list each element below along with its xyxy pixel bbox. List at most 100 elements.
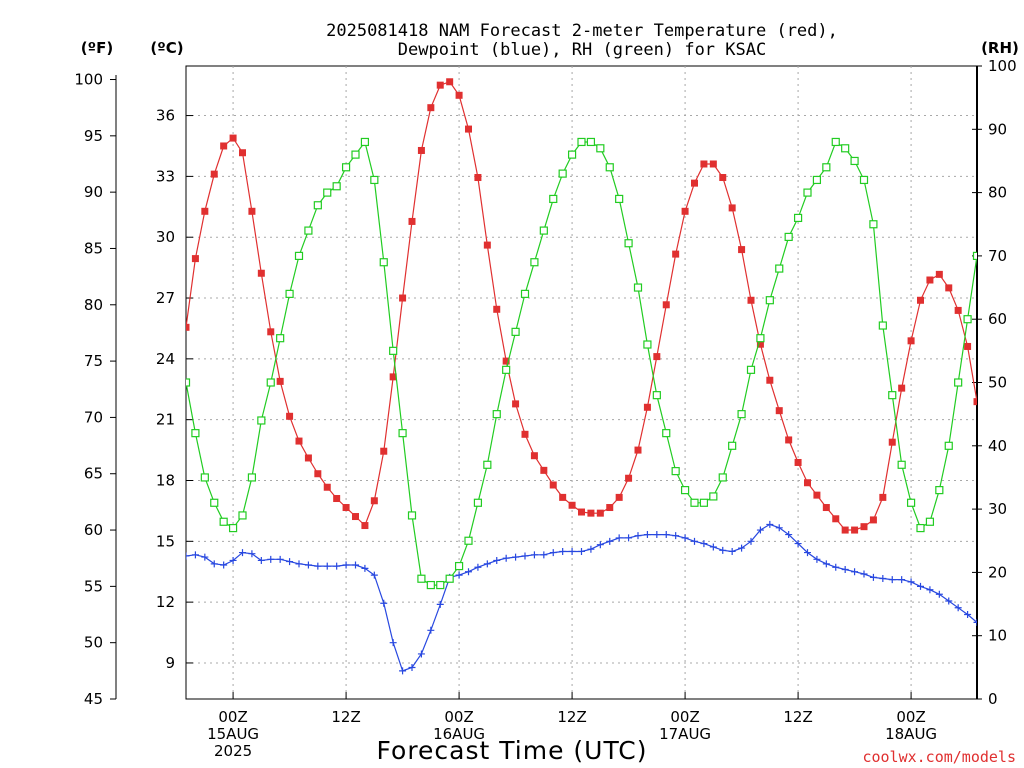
temperature-point	[691, 179, 698, 187]
rh-point	[633, 283, 643, 292]
x-tick-label: 15AUG	[207, 725, 259, 743]
rh-tick-label: 70	[988, 247, 1007, 265]
f-tick-label: 65	[84, 465, 103, 483]
c-tick-label: 33	[156, 167, 175, 185]
dewpoint-point	[954, 604, 962, 612]
temperature-point	[738, 246, 746, 254]
dewpoint-point	[738, 544, 746, 552]
temperature-point	[427, 104, 435, 112]
dewpoint-point	[276, 555, 284, 563]
f-tick-label: 85	[84, 239, 103, 257]
dewpoint-point	[709, 543, 717, 551]
rh-point	[492, 410, 501, 419]
temperature-point	[578, 508, 585, 516]
dewpoint-point	[822, 560, 830, 568]
rh-point	[671, 467, 680, 476]
temperature-point	[220, 142, 228, 150]
temperature-point	[295, 437, 303, 445]
dewpoint-point	[342, 561, 350, 569]
temperature-point	[229, 134, 237, 142]
rh-point	[247, 473, 257, 482]
rh-point	[841, 144, 850, 153]
rh-tick-label: 50	[988, 374, 1007, 392]
dewpoint-point	[408, 663, 416, 671]
x-tick-label: 12Z	[331, 708, 360, 726]
x-tick-label: 18AUG	[885, 725, 937, 743]
temperature-point	[408, 217, 416, 225]
rh-point	[210, 498, 219, 507]
temperature-point	[794, 458, 802, 466]
dewpoint-point	[1021, 643, 1024, 650]
x-tick-label: 00Z	[444, 708, 473, 726]
rh-tick-label: 60	[988, 310, 1007, 328]
dewpoint-point	[220, 561, 228, 569]
rh-point	[370, 175, 379, 185]
temperature-point	[191, 255, 199, 263]
temperature-point	[888, 438, 896, 446]
rh-point	[558, 169, 567, 178]
dewpoint-point	[700, 540, 708, 548]
dewpoint-point	[681, 534, 689, 542]
dewpoint-point	[483, 560, 491, 568]
temperature-point	[201, 207, 209, 215]
rh-point	[294, 251, 304, 260]
dewpoint-point	[851, 568, 859, 576]
temperature-point	[935, 270, 943, 278]
rh-point	[454, 561, 464, 571]
rh-point	[972, 251, 977, 260]
temperature-point	[512, 400, 520, 408]
rh-point	[473, 498, 483, 507]
rh-point	[888, 391, 897, 400]
rh-point	[944, 441, 953, 450]
c-tick-label: 12	[156, 593, 175, 611]
dewpoint-point	[1011, 655, 1018, 662]
temperature-point	[700, 160, 708, 168]
dewpoint-point	[502, 554, 510, 562]
rh-point	[530, 258, 539, 267]
dewpoint-point	[907, 578, 915, 586]
rh-point	[266, 378, 275, 387]
rh-tick-label: 0	[988, 690, 998, 708]
temperature-point	[210, 170, 218, 178]
dewpoint-point	[361, 564, 369, 572]
temperature-point	[257, 269, 265, 277]
dewpoint-point	[474, 563, 482, 571]
rh-point	[511, 327, 520, 336]
c-tick-label: 9	[165, 654, 175, 672]
temperature-point	[502, 357, 510, 365]
dewpoint-point	[286, 558, 294, 566]
temperature-point	[370, 497, 378, 505]
credit-text: coolwx.com/models	[862, 748, 1016, 766]
rh-point	[332, 182, 341, 191]
dewpoint-point	[841, 565, 849, 573]
rh-point	[389, 346, 398, 355]
temperature-point	[239, 149, 246, 157]
temperature-point	[559, 493, 567, 501]
temperature-point	[728, 204, 736, 212]
temperature-point	[681, 207, 689, 215]
temperature-point	[361, 522, 369, 530]
dewpoint-point	[653, 531, 661, 539]
rh-point	[897, 460, 906, 469]
dewpoint-point	[794, 540, 802, 548]
temperature-point	[860, 523, 868, 531]
rh-point	[718, 473, 727, 482]
x-tick-label: 17AUG	[659, 725, 711, 743]
rh-tick-label: 90	[988, 120, 1007, 138]
temperature-point	[1002, 530, 1009, 537]
rh-point	[812, 175, 822, 185]
temperature-point	[399, 294, 407, 302]
rh-tick-label: 20	[988, 563, 1007, 581]
rh-point	[954, 378, 963, 387]
dewpoint-point	[606, 537, 614, 545]
rh-point	[737, 410, 746, 419]
temperature-point	[653, 353, 661, 361]
series-rh	[186, 137, 977, 590]
dewpoint-point	[662, 531, 670, 539]
c-tick-label: 36	[156, 107, 175, 125]
rh-point	[624, 239, 633, 248]
rh-point	[407, 511, 417, 520]
dewpoint-point	[964, 611, 972, 619]
temperature-point	[851, 526, 859, 534]
rh-point	[765, 296, 774, 305]
